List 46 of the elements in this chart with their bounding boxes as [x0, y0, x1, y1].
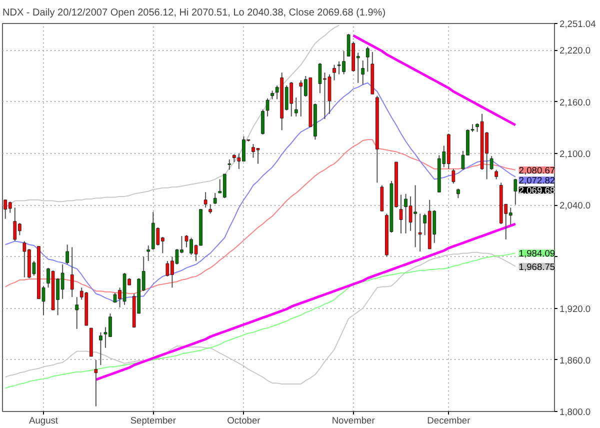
text: 2,069.68	[518, 186, 556, 196]
chart-title: NDX - Daily 20/12/2007 Open 2056.12, Hi 2070.51, Lo 2040.38, Close 2069.68 (1.9%)	[2, 8, 386, 18]
y-tick-label: 1,920.0	[560, 304, 591, 314]
data-label: 1,984.09	[518, 248, 556, 259]
candlestick	[332, 64, 336, 81]
candlestick	[366, 46, 370, 72]
candlestick	[361, 60, 365, 86]
candlestick	[94, 359, 98, 407]
x-tick-label: December	[427, 416, 470, 426]
candlestick	[213, 192, 217, 205]
y-tick-label: 2,040.0	[560, 200, 591, 211]
candlestick	[294, 97, 298, 117]
line-series	[352, 34, 517, 126]
candlestick	[399, 194, 403, 234]
y-tick-label: 2,100.0	[560, 148, 591, 159]
line-series	[4, 82, 516, 303]
candlestick	[494, 169, 498, 180]
data-label: 2,080.67	[518, 166, 556, 176]
x-tick-label: September	[130, 416, 176, 426]
y-tick-label: 2,251.04	[560, 19, 596, 29]
candlestick	[75, 296, 79, 330]
candlestick	[208, 204, 212, 214]
y-tick-label: 1,800.0	[560, 407, 591, 417]
x-tick-label: August	[28, 416, 58, 426]
line-series	[4, 24, 340, 208]
y-tick-label: 1,860.0	[560, 355, 591, 366]
data-label: 1,968.75	[518, 262, 556, 272]
line-series	[94, 222, 517, 381]
candlestick	[266, 98, 270, 117]
candlestick	[66, 244, 70, 265]
candlestick	[418, 213, 422, 252]
candlestick	[228, 158, 232, 170]
x-tick-label: October	[227, 416, 260, 426]
candlestick	[452, 168, 456, 184]
candlestick	[261, 109, 264, 136]
y-tick-label: 2,220.0	[560, 46, 591, 56]
data-label: 2,072.82	[518, 176, 556, 186]
candlestick	[490, 156, 494, 170]
candlestick	[514, 178, 518, 206]
candlestick	[456, 188, 460, 199]
x-tick-label: November	[332, 416, 375, 426]
y-tick-label: 2,160.0	[560, 97, 591, 108]
candlestick	[70, 246, 74, 298]
candlestick	[204, 192, 208, 208]
candlestick	[146, 244, 150, 262]
candlestick	[99, 332, 102, 366]
